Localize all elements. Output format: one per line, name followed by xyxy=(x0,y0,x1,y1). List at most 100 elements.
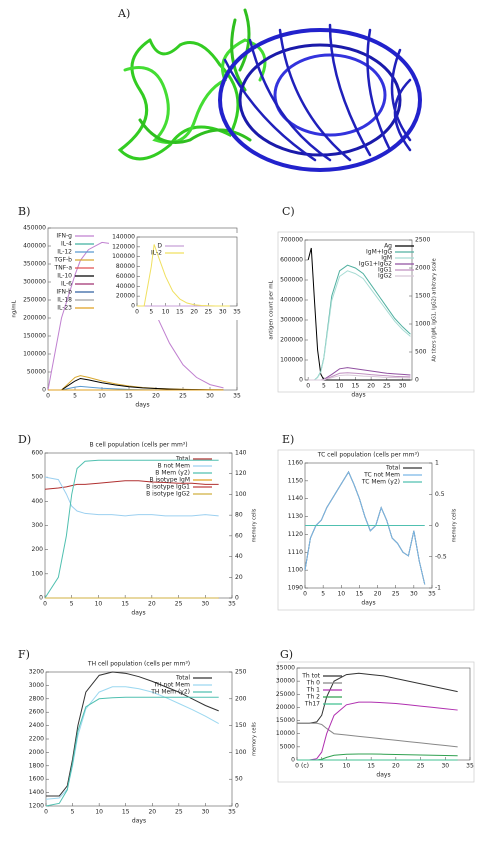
series-line xyxy=(297,753,458,761)
series-line xyxy=(45,686,219,800)
y-tick-label: 20000 xyxy=(276,704,295,711)
series-line xyxy=(45,696,219,807)
legend-label: IgG2 xyxy=(378,273,392,280)
y2-tick-label: 100 xyxy=(235,749,247,756)
y2-tick-label: 2500 xyxy=(415,237,430,244)
x-tick-label: 25 xyxy=(392,591,400,598)
legend-label: D xyxy=(157,243,162,250)
x-axis-label: days xyxy=(351,392,365,399)
series-line xyxy=(44,480,219,490)
legend-label: B Mem (y2) xyxy=(155,470,190,477)
y-tick-label: 10000 xyxy=(276,730,295,737)
y-tick-label: 2400 xyxy=(29,722,44,729)
y2-tick-label: 200 xyxy=(235,695,247,702)
legend-label: Th 0 xyxy=(306,680,320,687)
series-line xyxy=(308,374,411,381)
legend-label: IL-10 xyxy=(57,273,72,280)
y-tick-label: 0 xyxy=(131,303,135,310)
y2-tick-label: 1000 xyxy=(415,321,430,328)
legend-label: IL-4 xyxy=(61,241,72,248)
y-tick-label: 500 xyxy=(32,474,44,481)
y2-tick-label: 2000 xyxy=(415,265,430,272)
y-tick-label: 450000 xyxy=(23,225,46,232)
series-line xyxy=(307,247,411,381)
y-tick-label: 0 xyxy=(291,757,295,764)
y-tick-label: 100000 xyxy=(280,357,303,364)
y-tick-label: 25000 xyxy=(276,691,295,698)
y2-tick-label: 250 xyxy=(235,669,247,676)
legend-label: IgM xyxy=(381,255,392,262)
x-tick-label: 30 xyxy=(410,591,418,598)
y2-tick-label: 20 xyxy=(235,574,243,581)
x-tick-label: 30 xyxy=(441,763,449,770)
x-tick-label: 5 xyxy=(70,601,74,608)
legend-label: TC Mem (y2) xyxy=(361,479,400,486)
x-tick-label: 5 xyxy=(73,393,77,400)
y-tick-label: 15000 xyxy=(276,717,295,724)
legend-label: IgG1 xyxy=(378,267,392,274)
x-tick-label: 5 xyxy=(320,763,324,770)
x-tick-label: 15 xyxy=(176,309,184,316)
y-tick-label: 1160 xyxy=(288,460,303,467)
chart-title: B cell population (cells per mm³) xyxy=(89,442,187,449)
panel-frame xyxy=(277,661,475,783)
y-tick-label: 35000 xyxy=(276,665,295,672)
y-tick-label: 150000 xyxy=(23,333,46,340)
y-tick-label: 1140 xyxy=(288,495,303,502)
legend-label: Th17 xyxy=(304,701,320,708)
x-tick-label: 35 xyxy=(466,763,474,770)
y-tick-label: 1110 xyxy=(288,549,303,556)
x-tick-label: 15 xyxy=(356,591,364,598)
y-tick-label: 2800 xyxy=(29,695,44,702)
legend-label: B isotype IgG2 xyxy=(146,491,190,498)
x-tick-label: 10 xyxy=(336,383,344,390)
y2-tick-label: 120 xyxy=(235,470,247,477)
x-tick-label: 30 xyxy=(399,383,407,390)
series-line xyxy=(44,459,219,599)
x-axis-label: days xyxy=(376,772,390,779)
series-line xyxy=(297,672,458,724)
y2-axis-label: memory cells xyxy=(252,722,258,756)
x-tick-label: 10 xyxy=(343,763,351,770)
x-tick-label: 25 xyxy=(179,393,187,400)
y-tick-label: 500000 xyxy=(280,277,303,284)
y-tick-label: 40000 xyxy=(116,283,135,290)
y-tick-label: 80000 xyxy=(116,263,135,270)
x-tick-label: 0 xyxy=(46,393,50,400)
y2-tick-label: 140 xyxy=(235,450,247,457)
y-tick-label: 120000 xyxy=(112,243,135,250)
panel-label: G) xyxy=(280,648,293,661)
x-tick-label: 0 xyxy=(295,763,299,770)
x-axis-label: days xyxy=(132,818,146,825)
y2-tick-label: 0.5 xyxy=(435,491,445,498)
x-tick-label: 10 xyxy=(162,309,170,316)
y-tick-label: 0 xyxy=(299,377,303,384)
x-tick-label: 10 xyxy=(95,809,103,816)
y-tick-label: 2200 xyxy=(29,736,44,743)
series-line xyxy=(308,264,411,381)
legend-label: Ag xyxy=(384,243,392,250)
legend-label: TH Mem (y2) xyxy=(150,689,190,696)
y-tick-label: 700000 xyxy=(280,237,303,244)
x-tick-label: 35 xyxy=(228,601,236,608)
y2-axis-label: memory cells xyxy=(252,508,258,542)
y-tick-label: 1090 xyxy=(288,585,303,592)
legend-label: TGF-b xyxy=(53,257,72,264)
y-tick-label: 600000 xyxy=(280,257,303,264)
series-line xyxy=(308,270,411,381)
series-line xyxy=(297,722,458,748)
x-tick-label: 20 xyxy=(152,393,160,400)
y-tick-label: 400000 xyxy=(23,243,46,250)
legend-label: Th tot xyxy=(301,673,320,680)
legend-label: IL-2 xyxy=(151,250,162,257)
legend-label: B isotype IgG1 xyxy=(146,484,190,491)
x-tick-label: 20 xyxy=(148,601,156,608)
x-tick-label: 15 xyxy=(122,809,130,816)
y2-tick-label: 100 xyxy=(235,491,247,498)
y-tick-label: 30000 xyxy=(276,678,295,685)
legend-label: B not Mem xyxy=(158,463,191,470)
y2-tick-label: 0 xyxy=(415,377,419,384)
x-tick-label: 25 xyxy=(417,763,425,770)
x-tick-label: 35 xyxy=(428,591,436,598)
